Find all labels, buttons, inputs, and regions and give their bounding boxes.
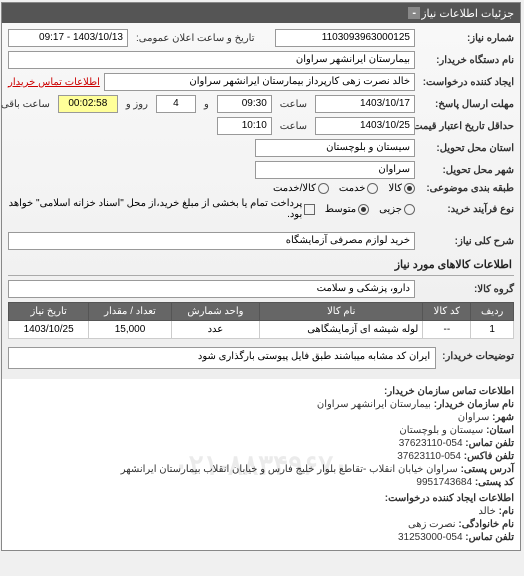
c-phone: 054-37623110 bbox=[400, 438, 464, 449]
c-org-label: نام سازمان خریدار: bbox=[435, 399, 515, 410]
radio-medium[interactable]: متوسط bbox=[326, 204, 370, 215]
and-label: و bbox=[201, 99, 214, 110]
th-qty: تعداد / مقدار bbox=[90, 303, 172, 321]
c-province: سیستان و بلوچستان bbox=[400, 425, 484, 436]
validity-time-field: 10:10 bbox=[218, 117, 273, 135]
th-unit: واحد شمارش bbox=[172, 303, 260, 321]
th-row: ردیف bbox=[472, 303, 515, 321]
c-family: نصرت زهی bbox=[409, 519, 457, 530]
cell-idx: 1 bbox=[472, 321, 515, 339]
desc-title-field: خرید لوازم مصرفی آزمایشگاه bbox=[9, 232, 416, 250]
c-postal: 9951743684 bbox=[417, 477, 473, 488]
c-fax-label: تلفن فاکس: bbox=[465, 451, 515, 462]
remain-label: ساعت باقی مانده bbox=[0, 99, 55, 110]
process-radio-group: جزیی متوسط پرداخت تمام یا بخشی از مبلغ خ… bbox=[9, 198, 416, 220]
c-fax: 054-37623110 bbox=[398, 451, 462, 462]
c-name-label: نام: bbox=[500, 506, 515, 517]
c-address-label: آدرس پستی: bbox=[462, 464, 515, 475]
radio-dot-icon bbox=[319, 183, 330, 194]
c-org: بیمارستان ایرانشهر سراوان bbox=[318, 399, 432, 410]
c-family-label: نام خانوادگی: bbox=[459, 519, 515, 530]
th-code: کد کالا bbox=[424, 303, 472, 321]
announce-label: تاریخ و ساعت اعلان عمومی: bbox=[133, 33, 272, 44]
cell-name: لوله شیشه ای آزمایشگاهی bbox=[261, 321, 424, 339]
panel-header: جزئیات اطلاعات نیاز - bbox=[3, 3, 521, 23]
radio-dot-icon bbox=[359, 204, 370, 215]
goods-table: ردیف کد کالا نام کالا واحد شمارش تعداد /… bbox=[9, 302, 515, 339]
validity-date-field: 1403/10/25 bbox=[316, 117, 416, 135]
c-postal-label: کد پستی: bbox=[476, 477, 515, 488]
need-no-label: شماره نیاز: bbox=[420, 33, 515, 44]
day-label: روز و bbox=[123, 99, 153, 110]
radio-dot-icon bbox=[368, 183, 379, 194]
desc-title-label: شرح کلی نیاز: bbox=[420, 236, 515, 247]
details-panel: جزئیات اطلاعات نیاز - شماره نیاز: 110309… bbox=[2, 2, 522, 551]
radio-service[interactable]: خدمت bbox=[340, 183, 380, 194]
cell-date: 1403/10/25 bbox=[10, 321, 90, 339]
c-reqphone-label: تلفن تماس: bbox=[466, 532, 515, 543]
need-no-field: 1103093963000125 bbox=[276, 29, 416, 47]
contact-section: ۰۲۱-۸۸۳۴۹۶۷۰ اطلاعات تماس سازمان خریدار:… bbox=[3, 379, 521, 550]
c-reqphone: 054-31253000 bbox=[399, 532, 464, 543]
th-date: تاریخ نیاز bbox=[10, 303, 90, 321]
buyer-org-label: نام دستگاه خریدار: bbox=[420, 55, 515, 66]
group-field: دارو، پزشکی و سلامت bbox=[9, 280, 416, 298]
radio-kala-service[interactable]: کالا/خدمت bbox=[274, 183, 330, 194]
c-address: سراوان خیابان انقلاب -تقاطع بلوار خلیج ف… bbox=[122, 464, 459, 475]
city-field: سراوان bbox=[256, 161, 416, 179]
time-label-1: ساعت bbox=[277, 99, 312, 110]
validity-label: حداقل تاریخ اعتبار قیمت: bbox=[420, 121, 515, 132]
creator-label: ایجاد کننده درخواست: bbox=[420, 77, 515, 88]
panel-title: جزئیات اطلاعات نیاز bbox=[422, 7, 515, 20]
deadline-date-field: 1403/10/17 bbox=[316, 95, 416, 113]
group-label: گروه کالا: bbox=[420, 284, 515, 295]
process-label: نوع فرآیند خرید: bbox=[420, 204, 515, 215]
req-creator-section: اطلاعات ایجاد کننده درخواست: bbox=[9, 492, 515, 505]
days-field: 4 bbox=[157, 95, 197, 113]
c-name: خالد bbox=[479, 506, 497, 517]
creator-field: خالد نصرت زهی کارپرداز بیمارستان ایرانشه… bbox=[105, 73, 416, 91]
contact-link[interactable]: اطلاعات تماس خریدار bbox=[9, 77, 101, 88]
radio-dot-icon bbox=[405, 183, 416, 194]
deadline-label: مهلت ارسال پاسخ: bbox=[420, 99, 515, 110]
treasury-checkbox[interactable]: پرداخت تمام یا بخشی از مبلغ خرید،از محل … bbox=[9, 198, 316, 220]
city-label: شهر محل تحویل: bbox=[420, 165, 515, 176]
collapse-button[interactable]: - bbox=[408, 6, 422, 20]
c-province-label: استان: bbox=[487, 425, 515, 436]
item-desc-box: ایران کد مشابه میباشند طبق فایل پیوستی ب… bbox=[9, 347, 437, 369]
subject-class-label: طبقه بندی موضوعی: bbox=[420, 183, 515, 194]
item-desc-label: توضیحات خریدار: bbox=[443, 351, 515, 362]
province-label: استان محل تحویل: bbox=[420, 143, 515, 154]
deadline-time-field: 09:30 bbox=[218, 95, 273, 113]
cell-unit: عدد bbox=[172, 321, 260, 339]
buyer-org-field: بیمارستان ایرانشهر سراوان bbox=[9, 51, 416, 69]
form-body: شماره نیاز: 1103093963000125 تاریخ و ساع… bbox=[3, 23, 521, 379]
announce-field: 1403/10/13 - 09:17 bbox=[9, 29, 129, 47]
th-name: نام کالا bbox=[261, 303, 424, 321]
subject-radio-group: کالا خدمت کالا/خدمت bbox=[274, 183, 416, 194]
c-city: سراوان bbox=[459, 412, 491, 423]
checkbox-icon bbox=[305, 204, 316, 215]
radio-small[interactable]: جزیی bbox=[380, 204, 416, 215]
time-label-2: ساعت bbox=[277, 121, 312, 132]
contact-section-title: اطلاعات تماس سازمان خریدار: bbox=[9, 385, 515, 398]
cell-qty: 15,000 bbox=[90, 321, 172, 339]
radio-dot-icon bbox=[405, 204, 416, 215]
countdown-field: 00:02:58 bbox=[59, 95, 119, 113]
table-header-row: ردیف کد کالا نام کالا واحد شمارش تعداد /… bbox=[10, 303, 515, 321]
province-field: سیستان و بلوچستان bbox=[256, 139, 416, 157]
c-phone-label: تلفن تماس: bbox=[466, 438, 515, 449]
goods-section-title: اطلاعات کالاهای مورد نیاز bbox=[9, 254, 515, 276]
radio-kala[interactable]: کالا bbox=[389, 183, 416, 194]
cell-code: -- bbox=[424, 321, 472, 339]
table-row: 1 -- لوله شیشه ای آزمایشگاهی عدد 15,000 … bbox=[10, 321, 515, 339]
c-city-label: شهر: bbox=[493, 412, 515, 423]
